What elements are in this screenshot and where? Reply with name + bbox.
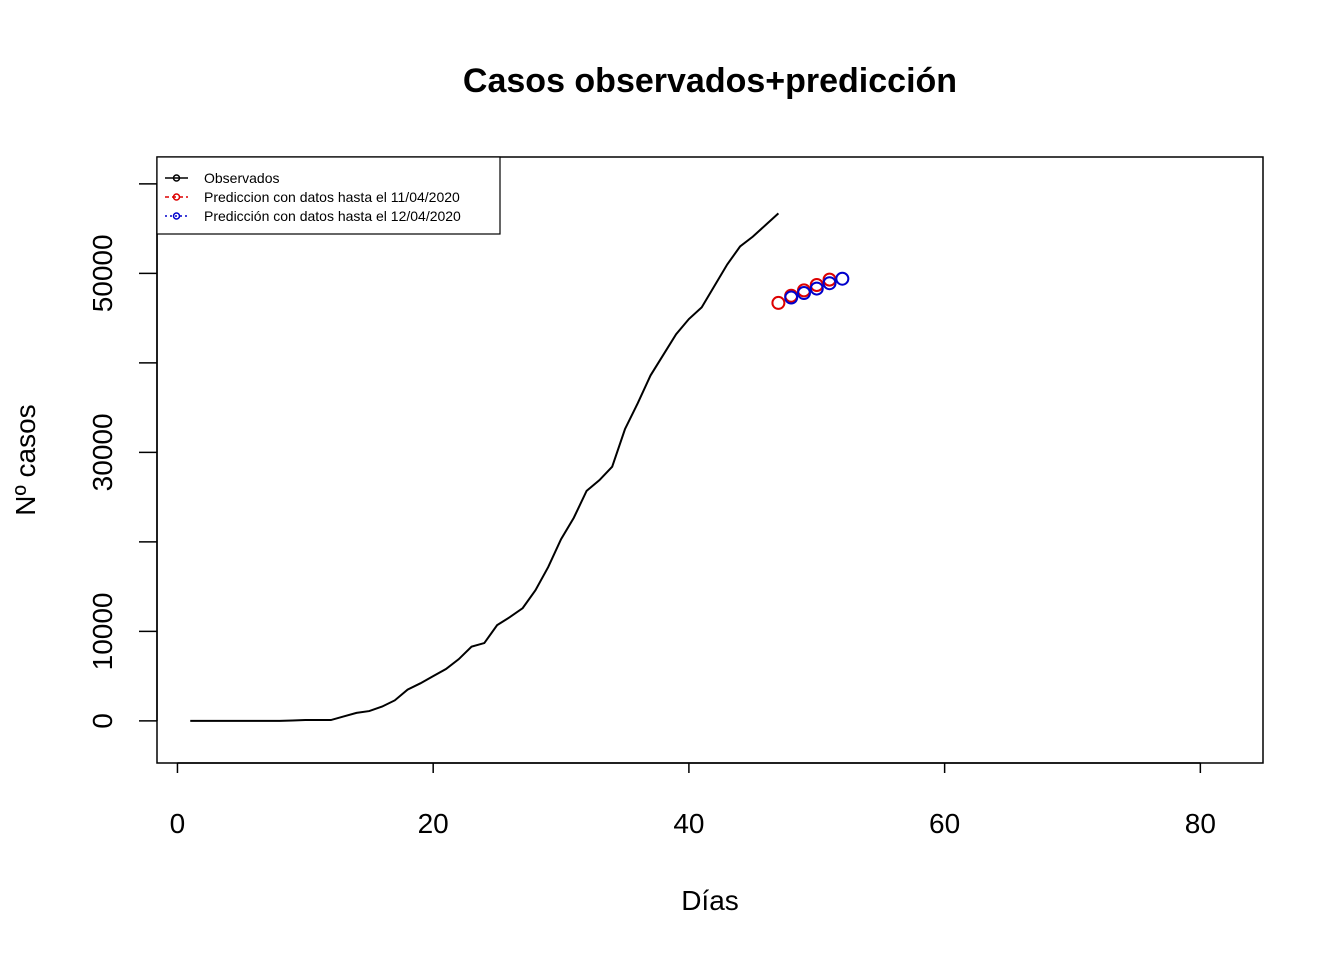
series-layer [190, 212, 850, 722]
y-tick-label: 50000 [87, 234, 118, 312]
legend-box [156, 156, 501, 235]
legend: Observados Prediccion con datos hasta el … [156, 156, 501, 235]
legend-marker-0 [172, 174, 181, 182]
y-axis: 0 10000 30000 50000 [87, 183, 158, 729]
legend-label-0: Observados [204, 170, 279, 186]
y-axis-label: Nº casos [10, 404, 41, 515]
series-2-point [835, 271, 850, 286]
plot-frame [156, 156, 1264, 764]
y-tick-label: 0 [87, 713, 118, 729]
series-line-observados [190, 212, 780, 722]
x-tick-label: 40 [673, 808, 704, 839]
series-2-point [784, 290, 799, 305]
legend-marker-1 [172, 193, 181, 201]
legend-marker-2 [172, 212, 181, 220]
series-2-point [822, 276, 837, 291]
y-tick-label: 30000 [87, 413, 118, 491]
legend-label-2: Predicción con datos hasta el 12/04/2020 [204, 208, 461, 224]
chart-title: Casos observados+predicción [463, 62, 957, 100]
series-2-point [796, 286, 811, 301]
legend-label-1: Prediccion con datos hasta el 11/04/2020 [204, 189, 460, 205]
x-axis-label: Días [681, 885, 739, 916]
x-tick-label: 60 [929, 808, 960, 839]
x-axis: 0 20 40 60 80 [170, 762, 1216, 839]
x-tick-label: 0 [170, 808, 186, 839]
y-tick-label: 10000 [87, 592, 118, 670]
series-2-point [809, 281, 824, 296]
x-tick-label: 20 [418, 808, 449, 839]
x-tick-label: 80 [1185, 808, 1216, 839]
series-1-point [771, 295, 786, 310]
